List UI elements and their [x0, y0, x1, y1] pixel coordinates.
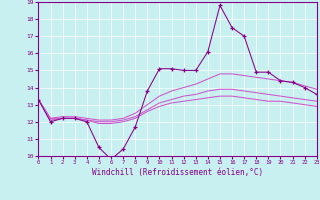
X-axis label: Windchill (Refroidissement éolien,°C): Windchill (Refroidissement éolien,°C) — [92, 168, 263, 177]
